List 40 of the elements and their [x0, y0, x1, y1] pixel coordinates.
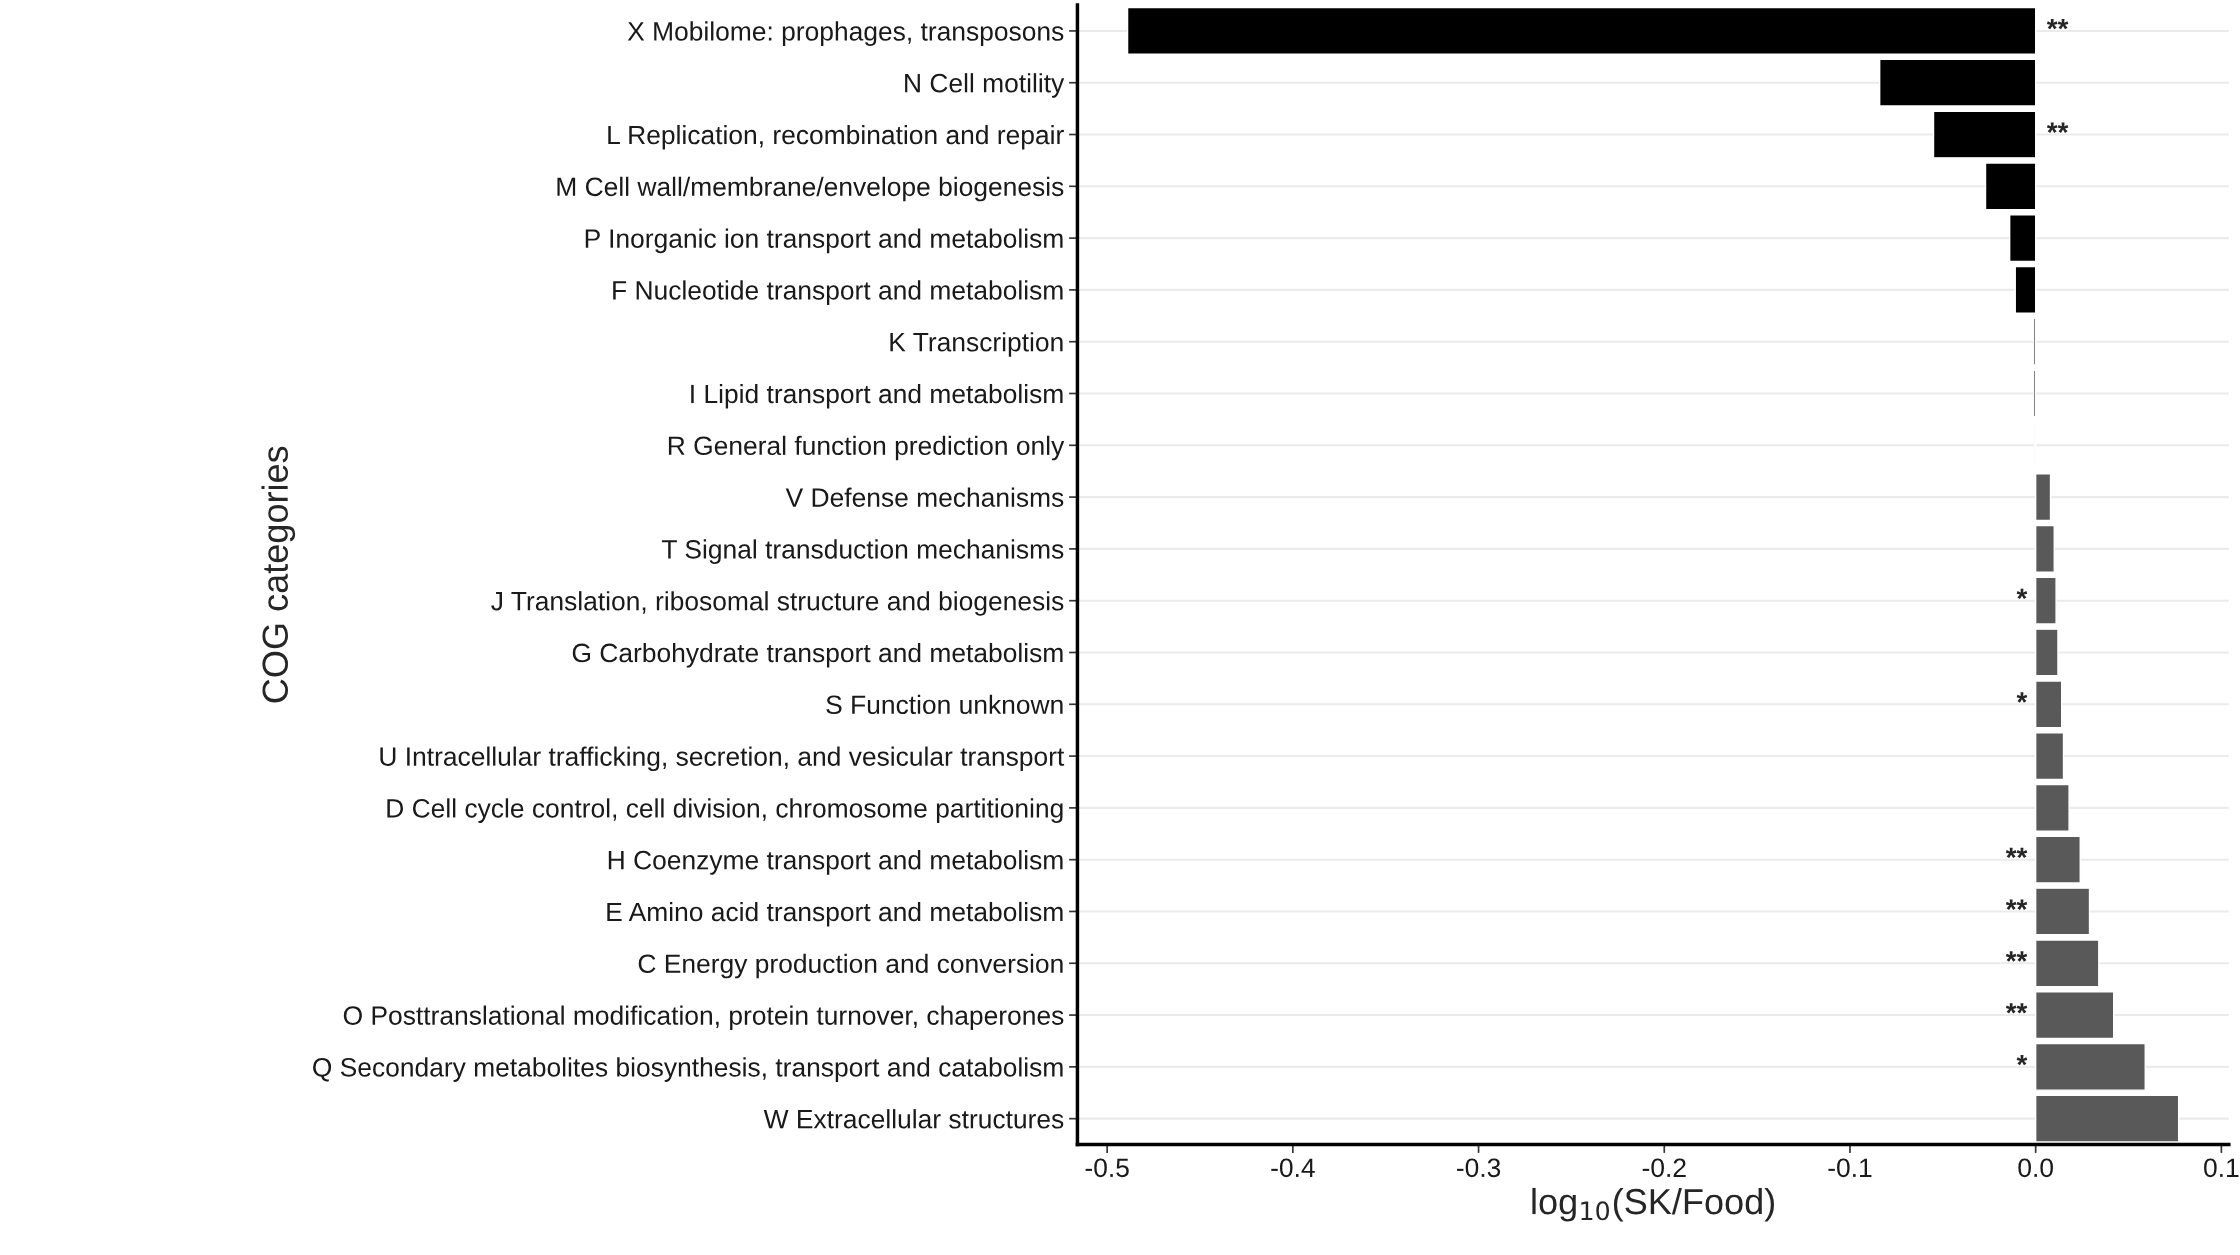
- y-tick-label: H Coenzyme transport and metabolism: [608, 850, 1063, 875]
- y-tick-label: L Replication, recombination and repair: [608, 124, 1064, 150]
- data-label: *: [2016, 588, 2028, 600]
- data-label: **: [2046, 18, 2069, 30]
- data-label: **: [2005, 951, 2028, 962]
- y-tick-label: R General function prediction only: [668, 435, 1065, 461]
- data-label: *: [2016, 1054, 2028, 1066]
- y-tick-label: C Energy production and conversion: [638, 953, 1063, 979]
- y-axis-title: COG categories: [261, 446, 296, 703]
- x-tick-label: -0.5: [1085, 1158, 1129, 1178]
- y-tick-label: F Nucleotide transport and metabolism: [613, 280, 1063, 305]
- y-tick-label: T Signal transduction mechanisms: [661, 539, 1064, 564]
- y-tick-label: U Intracellular trafficking, secretion, and vesicular transport: [380, 746, 1065, 772]
- y-tick-label: O Posttranslational modification, protein turnover, chaperones: [343, 1005, 1064, 1031]
- x-tick-label: -0.1: [1828, 1158, 1872, 1178]
- y-tick-label: S Function unknown: [826, 694, 1063, 715]
- y-tick-label: M Cell wall/membrane/envelope biogenesis: [557, 176, 1064, 202]
- y-tick-label: X Mobilome: prophages, transposons: [627, 21, 1064, 46]
- y-tick-label: I Lipid transport and metabolism: [691, 383, 1063, 409]
- data-label: *: [2016, 692, 2028, 703]
- x-tick-label: -0.4: [1271, 1158, 1315, 1178]
- x-axis-title: log$_{10}$(SK/Food): [1532, 1187, 1774, 1222]
- data-label: **: [2005, 847, 2028, 859]
- y-tick-label: D Cell cycle control, cell division, chromosome partitioning: [387, 798, 1063, 823]
- y-tick-label: P Inorganic ion transport and metabolism: [585, 228, 1063, 254]
- data-label: **: [2005, 1003, 2028, 1014]
- data-label: **: [2046, 122, 2069, 133]
- y-tick-label: E Amino acid transport and metabolism: [607, 901, 1063, 927]
- y-tick-label: J Translation, ribosomal structure and biogenesis: [491, 591, 1064, 616]
- y-tick-label: G Carbohydrate transport and metabolism: [572, 642, 1063, 668]
- y-tick-label: V Defense mechanisms: [785, 487, 1064, 507]
- data-label: **: [2005, 899, 2028, 910]
- y-tick-label: N Cell motility: [905, 73, 1065, 98]
- x-tick-label: -0.3: [1457, 1158, 1501, 1178]
- x-tick-label: 0.1: [2204, 1158, 2239, 1178]
- x-tick-label: -0.2: [1642, 1158, 1686, 1178]
- x-tick-label: 0.0: [2018, 1158, 2053, 1178]
- y-tick-label: K Transcription: [890, 332, 1063, 357]
- y-tick-label: Q Secondary metabolites biosynthesis, transport and catabolism: [313, 1057, 1063, 1082]
- y-tick-label: W Extracellular structures: [763, 1109, 1064, 1129]
